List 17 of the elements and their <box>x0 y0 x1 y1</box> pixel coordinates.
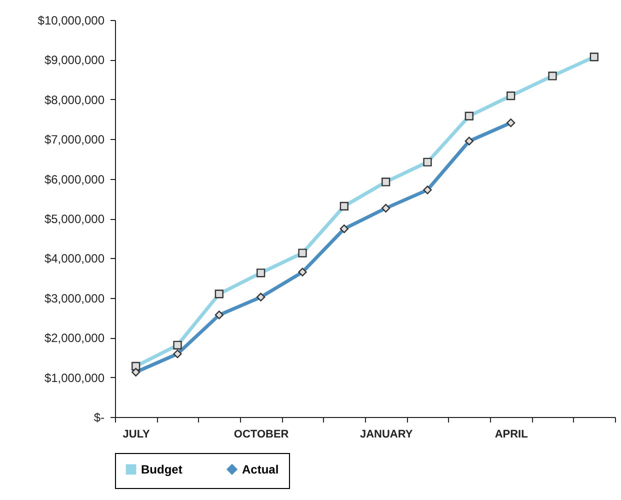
y-tick-label: $6,000,000 <box>44 172 105 186</box>
y-tick-label: $1,000,000 <box>44 370 105 385</box>
y-tick-label: $9,000,000 <box>44 53 105 68</box>
x-tick-label: JULY <box>122 428 151 440</box>
y-tick-label: $2,000,000 <box>44 331 105 346</box>
x-tick-label: OCTOBER <box>234 428 289 440</box>
y-tick-label: $3,000,000 <box>44 291 105 306</box>
x-tick-label: APRIL <box>494 428 528 440</box>
legend-label: Actual <box>242 462 279 476</box>
y-tick-label: $5,000,000 <box>44 212 105 226</box>
x-tick-label: JANUARY <box>360 428 414 440</box>
y-tick-label: $- <box>94 410 104 424</box>
y-tick-label: $8,000,000 <box>44 92 105 107</box>
y-tick-label: $10,000,000 <box>38 14 105 28</box>
legend-label: Budget <box>141 462 182 476</box>
y-tick-label: $7,000,000 <box>44 132 105 147</box>
y-tick-label: $4,000,000 <box>44 252 105 266</box>
